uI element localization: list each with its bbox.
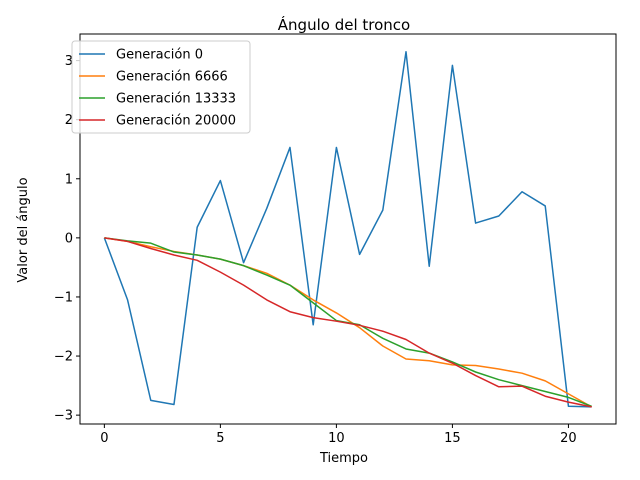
plot-lines [103, 50, 593, 408]
x-axis: 0 5 10 15 20 [100, 424, 577, 446]
x-tick-label: 20 [560, 431, 577, 446]
x-tick-label: 15 [444, 431, 461, 446]
chart-title: Ángulo del tronco [278, 15, 410, 34]
y-tick-label: −2 [54, 350, 73, 365]
y-tick-label: 0 [65, 231, 73, 246]
y-tick-label: −1 [54, 290, 73, 305]
x-tick-label: 0 [100, 431, 108, 446]
y-tick-label: −3 [54, 409, 73, 424]
y-axis-label: Valor del ángulo [16, 177, 31, 282]
legend-label-3: Generación 20000 [116, 114, 236, 129]
legend-box [71, 40, 251, 134]
series-line-0 [103, 50, 592, 408]
plot-frame [79, 33, 617, 425]
y-tick-label: 3 [65, 54, 73, 69]
legend-label-1: Generación 6666 [116, 70, 228, 85]
x-tick-label: 10 [328, 431, 345, 446]
legend: Generación 0 Generación 6666 Generación 13… [71, 40, 251, 134]
legend-label-0: Generación 0 [116, 48, 203, 63]
y-tick-label: 1 [65, 172, 73, 187]
x-tick-label: 5 [216, 431, 224, 446]
legend-label-2: Generación 13333 [116, 92, 236, 107]
y-tick-label: 2 [65, 113, 73, 128]
series-line-3 [104, 237, 592, 408]
x-axis-label: Tiempo [319, 451, 368, 466]
